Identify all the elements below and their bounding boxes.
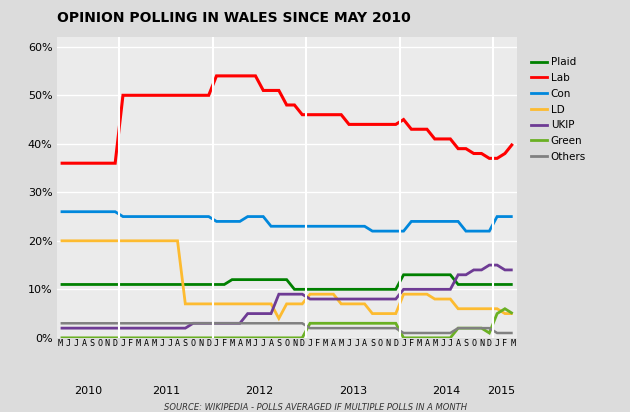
Lab xyxy=(174,93,181,98)
Plaid xyxy=(400,272,408,277)
Others xyxy=(290,321,298,326)
LD xyxy=(392,311,399,316)
LD xyxy=(72,239,80,243)
Text: 2011: 2011 xyxy=(152,386,180,396)
UKIP xyxy=(290,292,298,297)
UKIP xyxy=(174,325,181,330)
Con xyxy=(127,214,135,219)
LD xyxy=(509,311,517,316)
Green xyxy=(72,335,80,340)
Others xyxy=(174,321,181,326)
Green xyxy=(290,335,298,340)
Con xyxy=(57,209,64,214)
Text: OPINION POLLING IN WALES SINCE MAY 2010: OPINION POLLING IN WALES SINCE MAY 2010 xyxy=(57,11,411,25)
Con xyxy=(174,214,181,219)
Text: 2012: 2012 xyxy=(245,386,273,396)
Green xyxy=(501,306,508,311)
Green xyxy=(384,321,392,326)
Line: Lab: Lab xyxy=(60,76,513,163)
LD xyxy=(57,239,64,243)
Green xyxy=(174,335,181,340)
Plaid xyxy=(57,282,64,287)
Lab xyxy=(213,73,220,78)
Plaid xyxy=(392,287,399,292)
Line: Others: Others xyxy=(60,323,513,333)
LD xyxy=(299,302,306,307)
Others xyxy=(400,330,408,335)
Line: LD: LD xyxy=(60,241,513,318)
Con xyxy=(509,214,517,219)
Text: SOURCE: WIKIPEDIA - POLLS AVERAGED IF MULTIPLE POLLS IN A MONTH: SOURCE: WIKIPEDIA - POLLS AVERAGED IF MU… xyxy=(164,403,466,412)
Others xyxy=(509,330,517,335)
Text: 2010: 2010 xyxy=(74,386,102,396)
Others xyxy=(57,321,64,326)
Plaid xyxy=(509,282,517,287)
Lab xyxy=(57,161,64,166)
Plaid xyxy=(290,287,298,292)
Others xyxy=(384,325,392,330)
Others xyxy=(103,321,111,326)
Plaid xyxy=(174,282,181,287)
Lab xyxy=(72,161,80,166)
UKIP xyxy=(72,325,80,330)
Line: Plaid: Plaid xyxy=(60,275,513,289)
Green xyxy=(509,311,517,316)
LD xyxy=(174,239,181,243)
Con xyxy=(103,209,111,214)
UKIP xyxy=(486,262,493,267)
Con xyxy=(290,224,298,229)
UKIP xyxy=(103,325,111,330)
Line: Con: Con xyxy=(60,212,513,231)
Lab xyxy=(509,141,517,146)
LD xyxy=(103,239,111,243)
Plaid xyxy=(127,282,135,287)
UKIP xyxy=(509,267,517,272)
Lab xyxy=(103,161,111,166)
UKIP xyxy=(384,297,392,302)
Line: Green: Green xyxy=(60,309,513,338)
Legend: Plaid, Lab, Con, LD, UKIP, Green, Others: Plaid, Lab, Con, LD, UKIP, Green, Others xyxy=(531,57,586,162)
Lab xyxy=(127,93,135,98)
Plaid xyxy=(103,282,111,287)
Others xyxy=(127,321,135,326)
Others xyxy=(72,321,80,326)
Text: 2014: 2014 xyxy=(432,386,461,396)
Text: 2015: 2015 xyxy=(487,386,515,396)
UKIP xyxy=(57,325,64,330)
Con xyxy=(392,229,399,234)
Green xyxy=(103,335,111,340)
Green xyxy=(127,335,135,340)
Lab xyxy=(299,112,306,117)
Green xyxy=(57,335,64,340)
LD xyxy=(127,239,135,243)
Con xyxy=(369,229,376,234)
Con xyxy=(72,209,80,214)
Plaid xyxy=(72,282,80,287)
UKIP xyxy=(127,325,135,330)
Text: 2013: 2013 xyxy=(339,386,367,396)
Lab xyxy=(392,122,399,127)
Plaid xyxy=(299,287,306,292)
LD xyxy=(275,316,283,321)
Line: UKIP: UKIP xyxy=(60,265,513,328)
